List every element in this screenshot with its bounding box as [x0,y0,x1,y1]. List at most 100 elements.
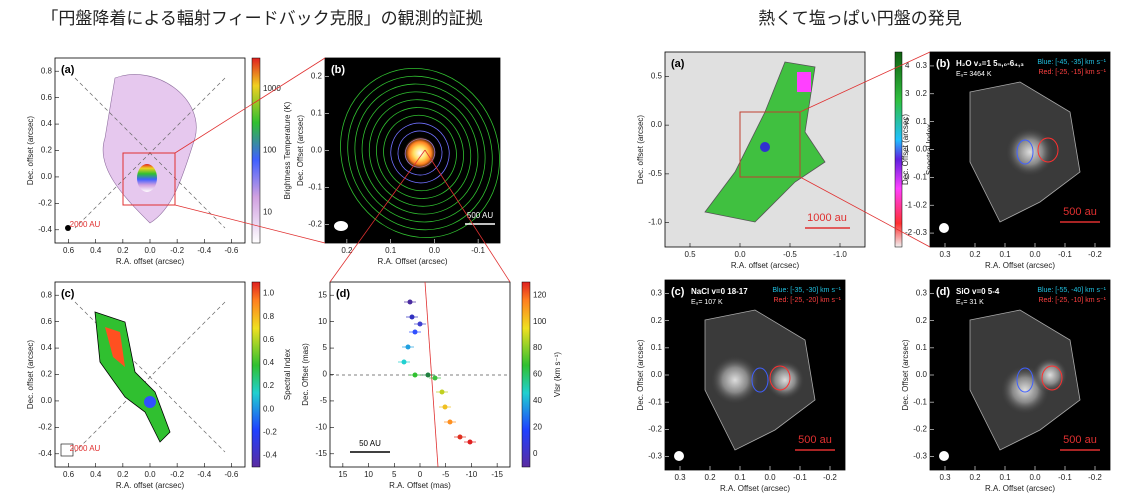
y-tick-label: -0.2 [308,220,322,229]
beam [334,221,348,231]
upper-energy: Eᵤ= 3464 K [956,71,992,78]
y-axis-label: Dec. offset (arcsec) [26,116,35,186]
panel-label: (a) [671,58,685,70]
panel [330,282,510,467]
x-tick-label: -0.4 [197,246,211,255]
x-tick-label: -0.2 [823,473,837,482]
x-axis-label: R.A. offset (arcsec) [116,257,185,266]
right-title: 熱くて塩っぱい円盤の発見 [758,9,962,28]
colorbar-tick-label: 40 [533,396,542,405]
y-tick-label: -10 [315,422,327,431]
colorbar-tick-label: 0.8 [263,312,275,321]
x-tick-label: 0.0 [764,473,776,482]
panel [55,282,245,467]
y-tick-label: 0.2 [916,316,928,325]
x-axis-label: R.A. offset (arcsec) [731,261,800,270]
glow [1032,357,1068,393]
colorbar-tick-label: 120 [533,290,547,299]
y-tick-label: 0.0 [41,396,53,405]
upper-energy: Eᵤ= 31 K [956,299,984,306]
colorbar-tick-label: 0.0 [263,404,275,413]
glow [1005,127,1055,177]
colorbar-tick-label: 0 [533,449,538,458]
y-tick-label: 0.6 [41,317,53,326]
y-tick-label: 0.6 [41,93,53,102]
colorbar [252,58,260,243]
colorbar-tick-label: 3 [905,89,910,98]
y-tick-label: -0.1 [913,172,927,181]
y-tick-label: 0.2 [311,72,323,81]
y-tick-label: 0.1 [311,109,323,118]
y-tick-label: -0.3 [913,452,927,461]
maser-spot [413,373,418,378]
panel-label: (c) [61,288,75,300]
line-name: H₂O v₂=1 5₅,₀-6₄,₃ [956,59,1024,68]
x-tick-label: -10 [466,470,478,479]
x-tick-label: 0.1 [999,473,1011,482]
x-tick-label: -0.6 [225,246,239,255]
x-tick-label: -0.6 [225,470,239,479]
x-tick-label: 0.0 [429,246,441,255]
y-tick-label: 0.3 [916,61,928,70]
x-tick-label: 0.5 [684,250,696,259]
y-tick-label: 0.8 [41,66,53,75]
y-tick-label: 0.1 [916,343,928,352]
x-axis-label: R.A. Offset (arcsec) [720,484,790,493]
y-tick-label: -5 [320,396,328,405]
y-tick-label: -0.2 [913,424,927,433]
x-tick-label: 0.1 [734,473,746,482]
y-tick-label: -0.2 [648,424,662,433]
y-axis-label: Dec. Offset (arcsec) [901,339,910,410]
x-tick-label: -15 [491,470,503,479]
line-name: NaCl v=0 18-17 [691,287,748,296]
panel-label: (b) [331,64,345,76]
colorbar-tick-label: 80 [533,343,542,352]
maser-spot [448,420,453,425]
x-tick-label: 0.4 [90,470,102,479]
figure: 「円盤降着による輻射フィードバック克服」の観測的証拠 熱くて塩っぱい円盤の発見 … [0,0,1128,501]
core [144,396,156,408]
x-tick-label: 0 [418,470,423,479]
y-tick-label: 0.0 [651,120,663,129]
colorbar-tick-label: -1 [905,200,913,209]
x-tick-label: 0.6 [63,246,75,255]
x-tick-label: 0.2 [704,473,716,482]
y-tick-label: 0.3 [651,289,663,298]
y-tick-label: 0.2 [41,370,53,379]
x-tick-label: -0.2 [170,470,184,479]
panel-label: (b) [936,58,950,70]
x-tick-label: -0.2 [1088,473,1102,482]
maser-spot [433,376,438,381]
red-range: Red: [-25, -20] km s⁻¹ [774,297,842,304]
x-axis-label: R.A. Offset (mas) [389,481,451,490]
scale-bar-label: 1000 au [807,212,847,224]
x-tick-label: 0.3 [939,473,951,482]
scale-bar-label: 2000 AU [70,220,101,229]
x-tick-label: 0.0 [1029,250,1041,259]
x-tick-label: -0.1 [1058,250,1072,259]
y-tick-label: -0.4 [38,225,52,234]
colorbar [522,282,530,467]
blue-range: Blue: [-55, -40] km s⁻¹ [1037,287,1106,294]
y-tick-label: -0.3 [913,228,927,237]
blue-knot [760,142,770,152]
x-tick-label: 0.2 [117,246,129,255]
x-tick-label: 0.6 [63,470,75,479]
x-tick-label: 0.0 [144,470,156,479]
x-tick-label: -5 [442,470,450,479]
upper-energy: Eᵤ= 107 K [691,299,723,306]
maser-spot [408,300,413,305]
y-tick-label: -1.0 [648,218,662,227]
maser-spot [443,405,448,410]
y-tick-label: 5 [323,343,328,352]
colorbar-tick-label: 1.0 [263,289,275,298]
y-tick-label: -0.2 [38,198,52,207]
x-tick-label: 0.2 [969,250,981,259]
colorbar-label: Spectral Index [283,349,292,400]
y-tick-label: -0.1 [913,397,927,406]
maser-spot [402,360,407,365]
y-axis-label: Dec. offset (arcsec) [26,340,35,410]
x-axis-label: R.A. Offset (arcsec) [985,261,1055,270]
maser-spot [440,390,445,395]
line-name: SiO v=0 5-4 [956,287,1000,296]
